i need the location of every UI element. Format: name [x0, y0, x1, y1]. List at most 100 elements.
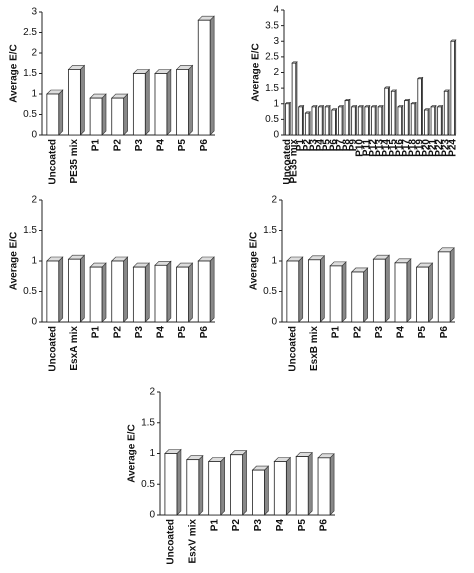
bar — [176, 266, 189, 323]
bar — [285, 103, 290, 136]
bar — [46, 260, 60, 323]
bar — [450, 40, 455, 136]
bar — [89, 97, 103, 136]
x-tick-label: Uncoated — [47, 326, 58, 372]
x-tick-label: P22 — [434, 139, 445, 157]
bar — [68, 69, 81, 136]
y-tick-label: 1.5 — [23, 68, 37, 79]
bar — [351, 271, 365, 323]
bar — [390, 90, 396, 136]
y-tick-label: 3 — [31, 7, 37, 18]
y-tick-label: 0 — [149, 510, 155, 521]
y-tick-label: 2 — [31, 48, 37, 59]
x-tick-label: P2 — [302, 139, 313, 152]
bar-side — [80, 254, 85, 323]
x-tick-label: P5 — [417, 326, 428, 339]
bar — [176, 69, 189, 136]
bar — [416, 266, 429, 323]
x-tick-label: P19 — [414, 139, 425, 157]
y-tick-label: 3 — [273, 36, 279, 47]
y-axis-label: Average E/C — [127, 424, 138, 483]
bar — [351, 106, 356, 136]
bar — [111, 260, 125, 323]
bar-side — [329, 453, 335, 516]
bar-side — [188, 262, 193, 323]
bar — [208, 461, 222, 516]
bar — [424, 109, 429, 136]
bar — [437, 106, 442, 136]
bar — [317, 457, 331, 516]
x-tick-label: P6 — [199, 139, 210, 152]
x-tick-label: P4 — [396, 326, 407, 339]
y-tick-label: 4 — [273, 5, 279, 16]
bar — [397, 106, 402, 136]
x-tick-label: P3 — [374, 326, 385, 339]
x-tick-label: Uncoated — [287, 326, 298, 372]
bar-side — [242, 450, 247, 516]
x-tick-label: P6 — [319, 519, 330, 532]
x-tick-label: Uncoated — [282, 139, 293, 185]
y-tick-label: 0.5 — [23, 286, 37, 297]
x-tick-label: Uncoated — [47, 139, 58, 185]
y-tick-label: 1 — [271, 256, 277, 267]
bar-side — [406, 258, 412, 323]
x-tick-label: PE35 mix — [289, 139, 300, 184]
bar — [295, 456, 309, 516]
y-tick-label: 0 — [271, 317, 277, 328]
bar-side — [101, 262, 107, 323]
bar — [377, 106, 383, 136]
bar-side — [298, 256, 304, 323]
x-tick-label: P4 — [275, 519, 286, 532]
y-tick-label: 1 — [31, 89, 37, 100]
bar — [252, 469, 265, 516]
bar — [304, 112, 310, 136]
y-tick-label: 3.5 — [265, 20, 279, 31]
bar — [68, 258, 81, 323]
x-tick-label: P12 — [368, 139, 379, 157]
bar — [197, 19, 211, 136]
bar-side — [198, 454, 204, 516]
bar — [186, 459, 200, 516]
x-tick-label: P2 — [112, 139, 123, 152]
x-tick-label: P6 — [199, 326, 210, 339]
x-tick-label: P16 — [394, 139, 405, 157]
y-axis-label: Average E/C — [9, 232, 20, 291]
bar — [298, 106, 303, 136]
y-tick-label: 2 — [149, 387, 155, 398]
bar — [404, 100, 409, 136]
y-tick-label: 2.5 — [265, 52, 279, 63]
bar-side — [123, 256, 128, 323]
y-tick-label: 0.5 — [263, 286, 277, 297]
x-tick-label: P1 — [209, 519, 220, 532]
y-tick-label: 0 — [31, 317, 37, 328]
x-tick-label: PE35 mix — [69, 139, 80, 184]
x-tick-label: P4 — [156, 139, 167, 152]
x-tick-label: P3 — [134, 326, 145, 339]
bar — [357, 106, 363, 136]
x-tick-label: P4 — [156, 326, 167, 339]
bar — [164, 453, 178, 516]
x-tick-label: P5 — [177, 139, 188, 152]
bar — [364, 106, 369, 136]
x-tick-label: EsxV mix — [187, 519, 198, 564]
x-tick-label: P5 — [297, 519, 308, 532]
y-tick-label: 1 — [149, 448, 155, 459]
x-tick-label: P2 — [352, 326, 363, 339]
bar-side — [58, 89, 64, 136]
x-tick-label: EsxA mix — [69, 326, 80, 371]
y-tick-label: 0 — [273, 130, 279, 141]
y-axis-label: Average E/C — [9, 44, 20, 103]
bar — [154, 264, 168, 323]
bar-side — [341, 261, 347, 323]
bar — [154, 73, 168, 136]
x-tick-label: P3 — [308, 139, 319, 152]
bar-side — [176, 448, 182, 516]
y-tick-label: 1.5 — [141, 417, 155, 428]
bar-side — [384, 254, 390, 323]
bar — [443, 90, 449, 136]
bar — [417, 78, 422, 136]
y-tick-label: 2 — [273, 67, 279, 78]
bar-side — [101, 93, 107, 136]
x-tick-label: P23 — [441, 139, 452, 157]
